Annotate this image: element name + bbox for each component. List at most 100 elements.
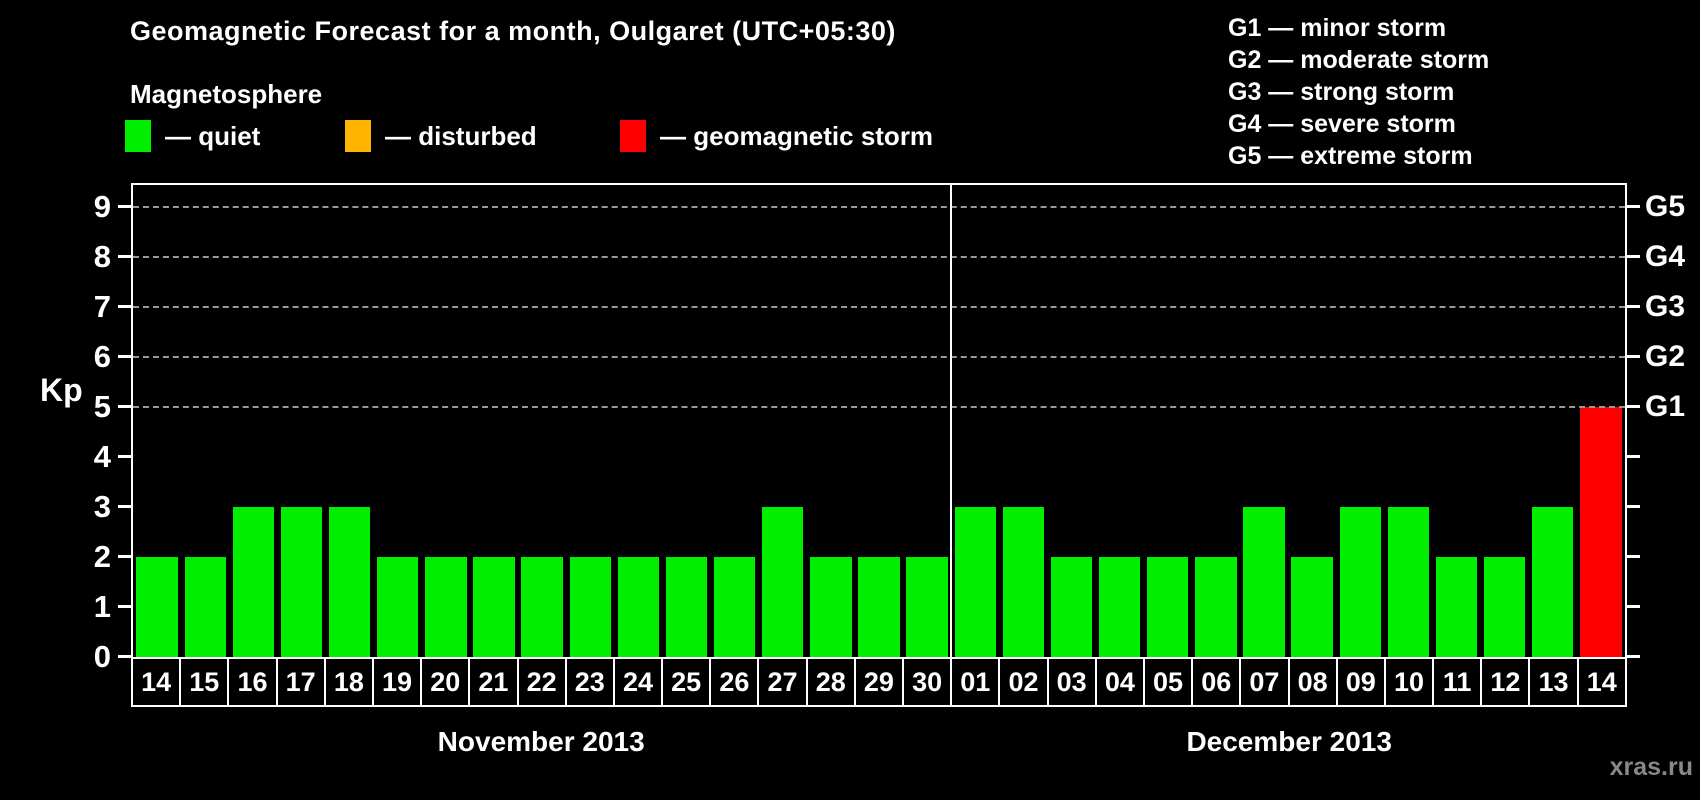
bar-slot xyxy=(1384,185,1432,657)
y-tick-label: 7 xyxy=(93,289,111,324)
legend-item-label: — quiet xyxy=(165,120,261,151)
date-cell: 24 xyxy=(615,659,664,705)
storm-scale-legend: G1 — minor storm G2 — moderate storm G3 — … xyxy=(1228,12,1489,172)
y-tick-label: 0 xyxy=(93,639,111,674)
bar-slot xyxy=(1096,185,1144,657)
kp-bar-day-10 xyxy=(1387,507,1429,657)
date-cell: 07 xyxy=(1241,659,1290,705)
kp-bar-day-07 xyxy=(1243,507,1285,657)
bar-slot xyxy=(277,185,325,657)
gridline-kp-6 xyxy=(133,356,1625,358)
date-cell: 09 xyxy=(1338,659,1386,705)
bar-slot xyxy=(662,185,710,657)
right-tick xyxy=(1625,205,1640,208)
kp-bar-day-24 xyxy=(617,557,659,657)
right-tick xyxy=(1625,455,1640,458)
legend-item-quiet: — quiet xyxy=(125,120,260,152)
kp-bar-day-04 xyxy=(1098,557,1141,657)
date-cell: 18 xyxy=(326,659,374,705)
legend-heading: Magnetosphere xyxy=(130,79,323,109)
bar-slot xyxy=(566,185,614,657)
date-cell: 13 xyxy=(1530,659,1579,705)
bar-slot xyxy=(422,185,470,657)
kp-bar-day-03 xyxy=(1050,557,1093,657)
bar-slot xyxy=(951,185,999,657)
bar-slot xyxy=(1192,185,1240,657)
kp-bar-day-29 xyxy=(858,557,900,657)
kp-bar-day-14 xyxy=(136,557,178,657)
date-cell: 17 xyxy=(278,659,326,705)
date-cell: 06 xyxy=(1193,659,1242,705)
quiet-color-swatch xyxy=(125,120,151,152)
bar-slot xyxy=(181,185,229,657)
date-cell: 01 xyxy=(952,659,1001,705)
right-tick xyxy=(1625,555,1640,558)
date-cell: 25 xyxy=(663,659,712,705)
date-cell: 08 xyxy=(1290,659,1338,705)
gridline-kp-8 xyxy=(133,256,1625,258)
month-label: December 2013 xyxy=(1186,726,1392,757)
bar-slot xyxy=(1481,185,1529,657)
kp-bar-day-21 xyxy=(473,557,515,657)
date-cell: 15 xyxy=(181,659,230,705)
right-tick xyxy=(1625,305,1640,308)
left-tick xyxy=(118,305,131,308)
date-cell: 27 xyxy=(759,659,808,705)
kp-bar-day-23 xyxy=(569,557,611,657)
bar-slot xyxy=(470,185,518,657)
left-tick xyxy=(118,355,131,358)
left-tick xyxy=(118,605,131,608)
date-cell: 03 xyxy=(1049,659,1097,705)
y-tick-label: 5 xyxy=(93,389,111,424)
legend-item-label: — disturbed xyxy=(385,120,537,151)
storm-scale-item-g4: G4 — severe storm xyxy=(1228,110,1456,138)
kp-bar-day-27 xyxy=(762,507,804,657)
right-tick xyxy=(1625,505,1640,508)
bar-slot xyxy=(1240,185,1288,657)
bar-slot xyxy=(903,185,951,657)
storm-color-swatch xyxy=(620,120,646,152)
left-tick xyxy=(118,655,131,658)
kp-bar-day-09 xyxy=(1339,507,1381,657)
storm-scale-item-g3: G3 — strong storm xyxy=(1228,78,1455,106)
bar-slot xyxy=(855,185,903,657)
legend-item-storm: — geomagnetic storm xyxy=(620,120,933,152)
date-cell: 14 xyxy=(1586,666,1617,697)
gridline-kp-7 xyxy=(133,306,1625,308)
right-tick xyxy=(1625,255,1640,258)
date-cell: 21 xyxy=(470,659,519,705)
bar-slot xyxy=(1144,185,1192,657)
bar-slot xyxy=(133,185,181,657)
y-tick-label: 2 xyxy=(93,539,111,574)
disturbed-color-swatch xyxy=(345,120,371,152)
y-axis-label: Kp xyxy=(40,372,83,408)
bar-slot xyxy=(326,185,374,657)
left-tick xyxy=(118,255,131,258)
bar-slot xyxy=(807,185,855,657)
gridline-kp-5 xyxy=(133,406,1625,408)
left-tick xyxy=(118,405,131,408)
month-divider xyxy=(950,185,953,657)
month-label: November 2013 xyxy=(437,726,645,757)
storm-scale-item-g1: G1 — minor storm xyxy=(1228,14,1447,42)
right-axis-label-g1: G1 xyxy=(1645,390,1686,423)
date-cell: 14 xyxy=(133,659,182,705)
storm-scale-item-g2: G2 — moderate storm xyxy=(1228,46,1490,74)
bar-slot xyxy=(1577,185,1625,657)
kp-bar-day-11 xyxy=(1435,557,1478,657)
legend-item-disturbed: — disturbed xyxy=(345,120,537,152)
right-tick xyxy=(1625,405,1640,408)
magnetosphere-legend: — quiet — disturbed — geomagnetic storm xyxy=(125,120,1125,156)
left-tick xyxy=(118,205,131,208)
storm-scale-item-g5: G5 — extreme storm xyxy=(1228,142,1473,170)
right-tick xyxy=(1625,355,1640,358)
date-cell: 26 xyxy=(711,659,760,705)
date-cell: 10 xyxy=(1386,659,1435,705)
date-cell: 11 xyxy=(1434,659,1483,705)
kp-bar-day-02 xyxy=(1002,507,1044,657)
bar-series xyxy=(133,185,1625,657)
watermark: xras.ru xyxy=(1609,753,1693,781)
y-tick-label: 9 xyxy=(93,189,111,224)
kp-bar-day-26 xyxy=(713,557,756,657)
bar-slot xyxy=(999,185,1047,657)
